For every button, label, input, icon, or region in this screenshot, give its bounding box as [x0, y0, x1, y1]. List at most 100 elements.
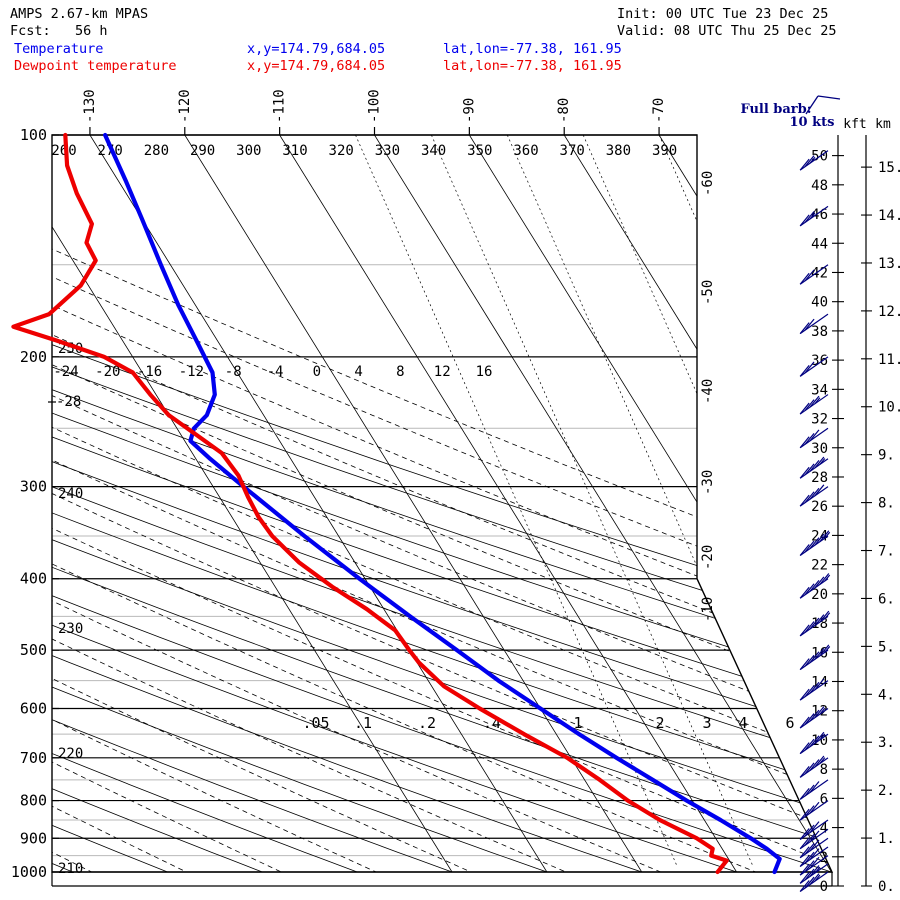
svg-text:-60: -60: [700, 171, 716, 196]
svg-text:26: 26: [811, 499, 828, 515]
svg-text:kft: kft: [843, 117, 866, 132]
full-barb-legend: Full barb:10 kts: [740, 95, 841, 130]
svg-text:7.: 7.: [878, 544, 895, 560]
temperature-latlon: lat,lon=-77.38, 161.95: [443, 41, 622, 57]
svg-text:2: 2: [820, 850, 828, 866]
svg-text:0: 0: [313, 364, 321, 380]
moist-adiabat-lines: [52, 135, 832, 872]
svg-text:42: 42: [811, 265, 828, 281]
svg-text:-80: -80: [556, 98, 572, 123]
dewpoint-xy: x,y=174.79,684.05: [247, 58, 386, 74]
svg-text:16: 16: [476, 364, 493, 380]
svg-text:600: 600: [20, 699, 47, 717]
svg-text:15.: 15.: [878, 160, 900, 176]
svg-text:330: 330: [375, 143, 400, 159]
svg-text:700: 700: [20, 749, 47, 767]
svg-text:370: 370: [560, 143, 585, 159]
svg-text:500: 500: [20, 641, 47, 659]
svg-text:350: 350: [467, 143, 492, 159]
svg-text:38: 38: [811, 324, 828, 340]
pressure-gridlines-major: [52, 134, 832, 873]
full-barb-legend-line1: Full barb:: [740, 102, 811, 117]
svg-text:-90: -90: [461, 98, 477, 123]
svg-text:310: 310: [282, 143, 307, 159]
svg-text:-50: -50: [700, 280, 716, 305]
svg-text:4.: 4.: [878, 687, 895, 703]
svg-text:0.: 0.: [878, 879, 895, 895]
svg-text:-16: -16: [137, 364, 162, 380]
svg-text:-120: -120: [177, 89, 193, 123]
svg-text:9.: 9.: [878, 448, 895, 464]
svg-text:30: 30: [811, 441, 828, 457]
svg-text:200: 200: [20, 348, 47, 366]
svg-text:220: 220: [58, 746, 83, 762]
axis-tick-labels: 1 0 0 200 300 400 500 600 700 800 900 1000 -130 -120 -…: [11, 89, 900, 895]
svg-text:1000: 1000: [11, 863, 47, 881]
svg-text:32: 32: [811, 412, 828, 428]
svg-text:46: 46: [811, 207, 828, 223]
forecast-hour: Fcst: 56 h: [10, 23, 108, 39]
svg-text:400: 400: [20, 570, 47, 588]
svg-text:-110: -110: [272, 89, 288, 123]
svg-text:20: 20: [811, 587, 828, 603]
svg-text:5.: 5.: [878, 639, 895, 655]
svg-text:34: 34: [811, 382, 828, 398]
svg-text:230: 230: [58, 621, 83, 637]
svg-text:4: 4: [738, 714, 747, 732]
svg-text:0: 0: [820, 879, 828, 895]
dry-adiabat-lines: [52, 135, 832, 872]
svg-text:260: 260: [51, 143, 76, 159]
dewpoint-legend-label: Dewpoint temperature: [14, 58, 177, 74]
plot-frame: [51, 134, 867, 887]
svg-text:13.: 13.: [878, 256, 900, 272]
svg-text:240: 240: [58, 486, 83, 502]
svg-text:-12: -12: [179, 364, 204, 380]
svg-text:28: 28: [811, 470, 828, 486]
svg-text:8.: 8.: [878, 496, 895, 512]
valid-time: Valid: 08 UTC Thu 25 Dec 25: [617, 23, 837, 39]
svg-text:11.: 11.: [878, 352, 900, 368]
svg-text:10.: 10.: [878, 400, 900, 416]
svg-text:3: 3: [702, 714, 711, 732]
svg-text:4: 4: [820, 821, 828, 837]
temperature-legend-label: Temperature: [14, 41, 104, 57]
svg-text:12.: 12.: [878, 304, 900, 320]
svg-text:44: 44: [811, 236, 828, 252]
svg-text:800: 800: [20, 792, 47, 810]
svg-text:-70: -70: [651, 98, 667, 123]
svg-text:6: 6: [785, 714, 794, 732]
svg-text:280: 280: [144, 143, 169, 159]
svg-text:290: 290: [190, 143, 215, 159]
svg-text:320: 320: [329, 143, 354, 159]
svg-text:340: 340: [421, 143, 446, 159]
svg-text:-40: -40: [700, 379, 716, 404]
svg-text:-30: -30: [700, 470, 716, 495]
svg-text:6.: 6.: [878, 591, 895, 607]
svg-text:-8: -8: [225, 364, 242, 380]
svg-text:300: 300: [236, 143, 261, 159]
wind-barb-column[interactable]: [799, 150, 831, 892]
svg-text:.05: .05: [302, 714, 329, 732]
svg-text:360: 360: [513, 143, 538, 159]
temperature-xy: x,y=174.79,684.05: [247, 41, 386, 57]
svg-text:km: km: [875, 117, 891, 132]
dewpoint-latlon: lat,lon=-77.38, 161.95: [443, 58, 622, 74]
svg-text:-100: -100: [367, 89, 383, 123]
isotherm-lines: [52, 135, 832, 872]
svg-text:-24: -24: [53, 364, 78, 380]
svg-text:900: 900: [20, 829, 47, 847]
svg-text:210: 210: [58, 861, 83, 877]
svg-text:6: 6: [820, 791, 828, 807]
init-time: Init: 00 UTC Tue 23 Dec 25: [617, 6, 829, 22]
svg-text:-130: -130: [82, 89, 98, 123]
full-barb-legend-line2: 10 kts: [790, 115, 835, 130]
sounding-curves: [11, 132, 782, 875]
svg-text:1.: 1.: [878, 831, 895, 847]
svg-text:4: 4: [354, 364, 362, 380]
svg-text:48: 48: [811, 178, 828, 194]
svg-text:24: 24: [811, 528, 828, 544]
svg-text:-20: -20: [700, 545, 716, 570]
svg-text:2: 2: [655, 714, 664, 732]
svg-text:1: 1: [573, 714, 582, 732]
svg-text:-20: -20: [95, 364, 120, 380]
